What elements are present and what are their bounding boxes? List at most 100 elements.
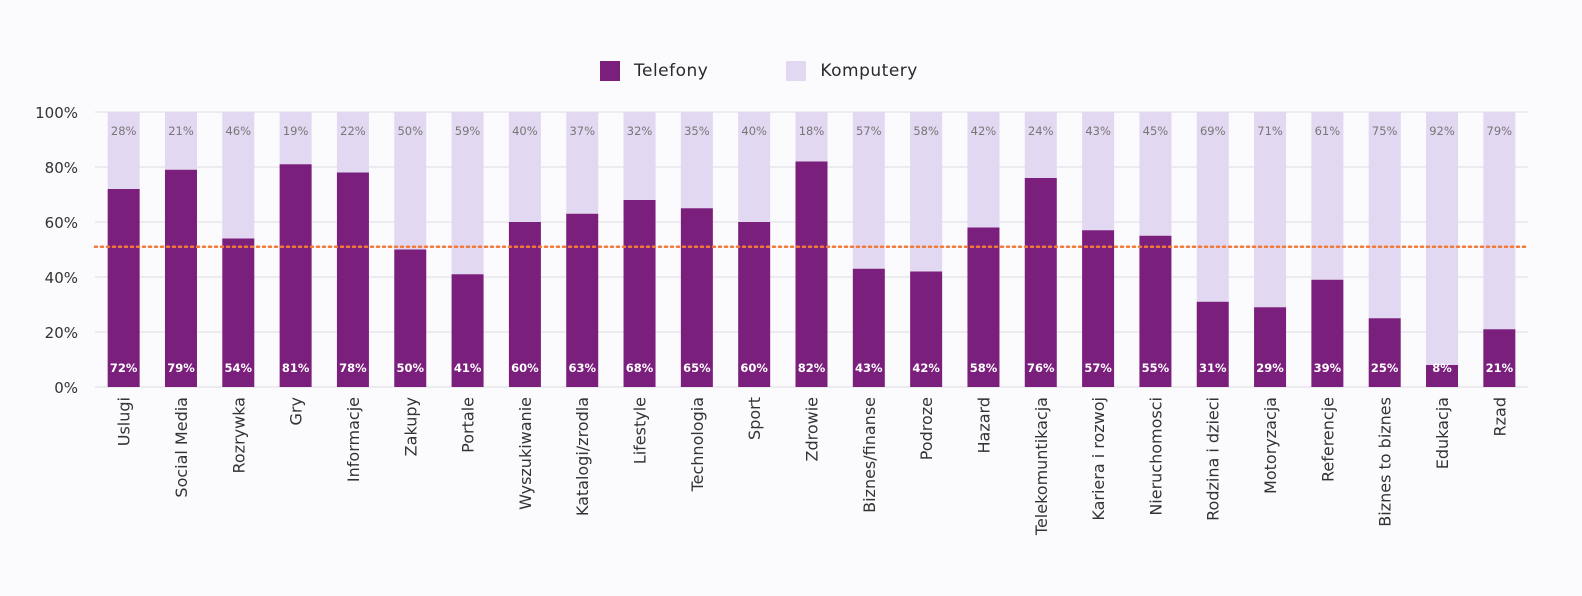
bar-phones: [852, 268, 885, 387]
data-label-phones: 43%: [855, 361, 883, 375]
data-label-computers: 32%: [627, 124, 653, 138]
x-tick-label: Gry: [287, 397, 306, 425]
bar-phones: [222, 238, 255, 387]
data-label-phones: 58%: [970, 361, 998, 375]
bar-computers: [1368, 112, 1401, 319]
x-tick-label: Telekomuntikacja: [1032, 397, 1051, 536]
data-label-computers: 42%: [971, 124, 997, 138]
bar-computers: [1254, 112, 1287, 308]
bar-phones: [1368, 318, 1401, 387]
bar-computers: [623, 112, 656, 200]
data-label-phones: 57%: [1084, 361, 1112, 375]
legend-label-phones: Telefony: [634, 61, 709, 81]
data-label-phones: 79%: [167, 361, 195, 375]
x-tick-label: Motoryzacja: [1261, 397, 1280, 494]
data-label-computers: 19%: [283, 124, 309, 138]
bar-phones: [623, 200, 656, 387]
bar-computers: [164, 112, 197, 170]
data-label-phones: 82%: [798, 361, 826, 375]
bar-computers: [1483, 112, 1516, 330]
bar-computers: [508, 112, 541, 222]
x-tick-label: Biznes/finanse: [860, 397, 879, 513]
bar-computers: [222, 112, 255, 239]
data-label-phones: 41%: [454, 361, 482, 375]
data-label-phones: 68%: [626, 361, 654, 375]
data-label-phones: 31%: [1199, 361, 1227, 375]
bar-computers: [1139, 112, 1172, 236]
bar-phones: [1082, 230, 1115, 387]
data-label-phones: 29%: [1256, 361, 1284, 375]
x-tick-label: Katalogi/zrodla: [573, 397, 592, 516]
data-label-phones: 39%: [1314, 361, 1342, 375]
data-label-phones: 50%: [396, 361, 424, 375]
bar-phones: [738, 222, 771, 387]
bar-phones: [394, 249, 427, 387]
bar-phones: [279, 164, 312, 387]
data-label-phones: 60%: [511, 361, 539, 375]
bar-phones: [1139, 235, 1172, 387]
bar-phones: [336, 172, 369, 387]
x-tick-label: Nieruchomosci: [1146, 397, 1165, 516]
bar-computers: [279, 112, 312, 165]
y-tick-label: 0%: [54, 379, 78, 397]
data-label-computers: 79%: [1487, 124, 1513, 138]
x-tick-label: Rozrywka: [229, 397, 248, 474]
x-tick-label: Hazard: [974, 397, 993, 454]
y-tick-label: 20%: [45, 324, 78, 342]
x-tick-label: Sport: [745, 397, 764, 440]
bar-computers: [336, 112, 369, 173]
data-label-computers: 46%: [226, 124, 252, 138]
data-label-phones: 60%: [740, 361, 768, 375]
x-tick-label: Biznes to biznes: [1376, 397, 1395, 527]
y-tick-label: 60%: [45, 214, 78, 232]
data-label-computers: 37%: [569, 124, 595, 138]
data-label-computers: 45%: [1143, 124, 1169, 138]
data-label-computers: 75%: [1372, 124, 1398, 138]
x-tick-label: Wyszukiwanie: [516, 397, 535, 510]
bar-computers: [566, 112, 599, 214]
bar-phones: [1483, 329, 1516, 387]
data-label-computers: 22%: [340, 124, 366, 138]
bar-phones: [1024, 178, 1057, 387]
bar-phones: [910, 271, 943, 387]
bar-phones: [107, 189, 140, 387]
data-label-computers: 50%: [397, 124, 423, 138]
legend-swatch-phones: [600, 61, 620, 81]
bar-phones: [1196, 301, 1229, 387]
data-label-computers: 71%: [1257, 124, 1283, 138]
data-label-computers: 21%: [168, 124, 194, 138]
bar-phones: [1254, 307, 1287, 387]
data-label-computers: 18%: [799, 124, 825, 138]
bar-computers: [1426, 112, 1459, 365]
data-label-computers: 69%: [1200, 124, 1226, 138]
chart-legend: Telefony Komputery: [600, 58, 996, 84]
data-label-phones: 72%: [110, 361, 138, 375]
data-label-computers: 43%: [1085, 124, 1111, 138]
data-label-phones: 55%: [1142, 361, 1170, 375]
bar-computers: [852, 112, 885, 269]
data-label-computers: 35%: [684, 124, 710, 138]
bar-computers: [1311, 112, 1344, 280]
data-label-phones: 81%: [282, 361, 310, 375]
y-tick-label: 40%: [45, 269, 78, 287]
bar-computers: [738, 112, 771, 222]
bar-computers: [795, 112, 828, 162]
data-label-phones: 21%: [1486, 361, 1514, 375]
data-label-computers: 40%: [512, 124, 538, 138]
bar-computers: [1024, 112, 1057, 178]
bar-phones: [967, 227, 1000, 387]
data-label-phones: 42%: [912, 361, 940, 375]
legend-swatch-computers: [786, 61, 807, 81]
data-label-computers: 58%: [913, 124, 939, 138]
bar-phones: [164, 169, 197, 387]
bar-computers: [1082, 112, 1115, 231]
y-tick-label: 80%: [45, 159, 78, 177]
x-tick-label: Social Media: [172, 397, 191, 498]
bar-computers: [1196, 112, 1229, 302]
bar-computers: [910, 112, 943, 272]
data-label-computers: 28%: [111, 124, 137, 138]
legend-item-phones: Telefony: [600, 61, 708, 81]
y-tick-label: 100%: [35, 104, 78, 122]
data-label-computers: 92%: [1429, 124, 1455, 138]
